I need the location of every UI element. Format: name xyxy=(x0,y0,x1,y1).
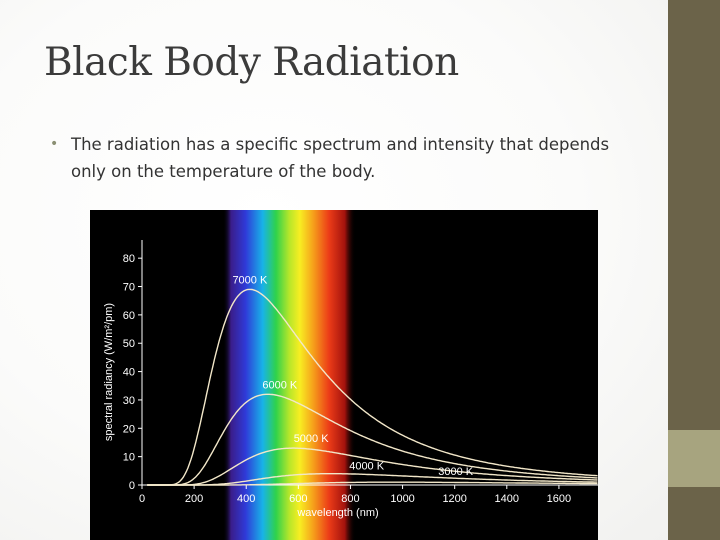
x-tick-label: 800 xyxy=(341,493,359,505)
curve-3000k xyxy=(147,481,598,486)
x-tick-label: 1000 xyxy=(390,493,414,505)
curve-5000k xyxy=(147,447,598,486)
x-tick-label: 0 xyxy=(139,493,145,505)
side-accent-highlight xyxy=(668,430,720,487)
curve-4000k xyxy=(147,473,598,486)
side-accent-strip xyxy=(668,0,720,430)
y-tick-label: 40 xyxy=(123,367,135,379)
x-tick-label: 1600 xyxy=(547,493,571,505)
bullet-dot: • xyxy=(50,136,59,152)
y-tick-label: 10 xyxy=(123,452,135,464)
bullet-text: The radiation has a specific spectrum an… xyxy=(71,135,610,181)
side-accent-strip-bottom xyxy=(668,487,720,540)
y-tick-label: 60 xyxy=(123,310,135,322)
x-tick-label: 600 xyxy=(289,493,307,505)
x-tick-label: 1200 xyxy=(442,493,466,505)
x-tick-label: 200 xyxy=(185,493,203,505)
y-axis-label: spectral radiancy (W/m²/pm) xyxy=(103,303,115,441)
y-tick-label: 0 xyxy=(129,480,135,492)
y-tick-label: 20 xyxy=(123,423,135,435)
x-tick-label: 1400 xyxy=(495,493,519,505)
series-label-4000k: 4000 K xyxy=(349,461,385,473)
visible-spectrum-band xyxy=(223,210,356,540)
series-label-3000k: 3000 K xyxy=(438,466,474,478)
curve-6000k xyxy=(147,393,598,486)
x-tick-label: 400 xyxy=(237,493,255,505)
series-label-6000k: 6000 K xyxy=(262,379,298,391)
y-tick-label: 30 xyxy=(123,395,135,407)
slide-title: Black Body Radiation xyxy=(44,40,459,85)
x-axis-label: wavelength (nm) xyxy=(296,507,378,519)
series-label-5000k: 5000 K xyxy=(294,433,330,445)
y-tick-label: 70 xyxy=(123,282,135,294)
bullet-list: • The radiation has a specific spectrum … xyxy=(50,131,610,185)
curve-7000k xyxy=(147,288,598,486)
y-tick-label: 50 xyxy=(123,338,135,350)
y-tick-label: 80 xyxy=(123,253,135,265)
series-label-7000k: 7000 K xyxy=(232,274,268,286)
